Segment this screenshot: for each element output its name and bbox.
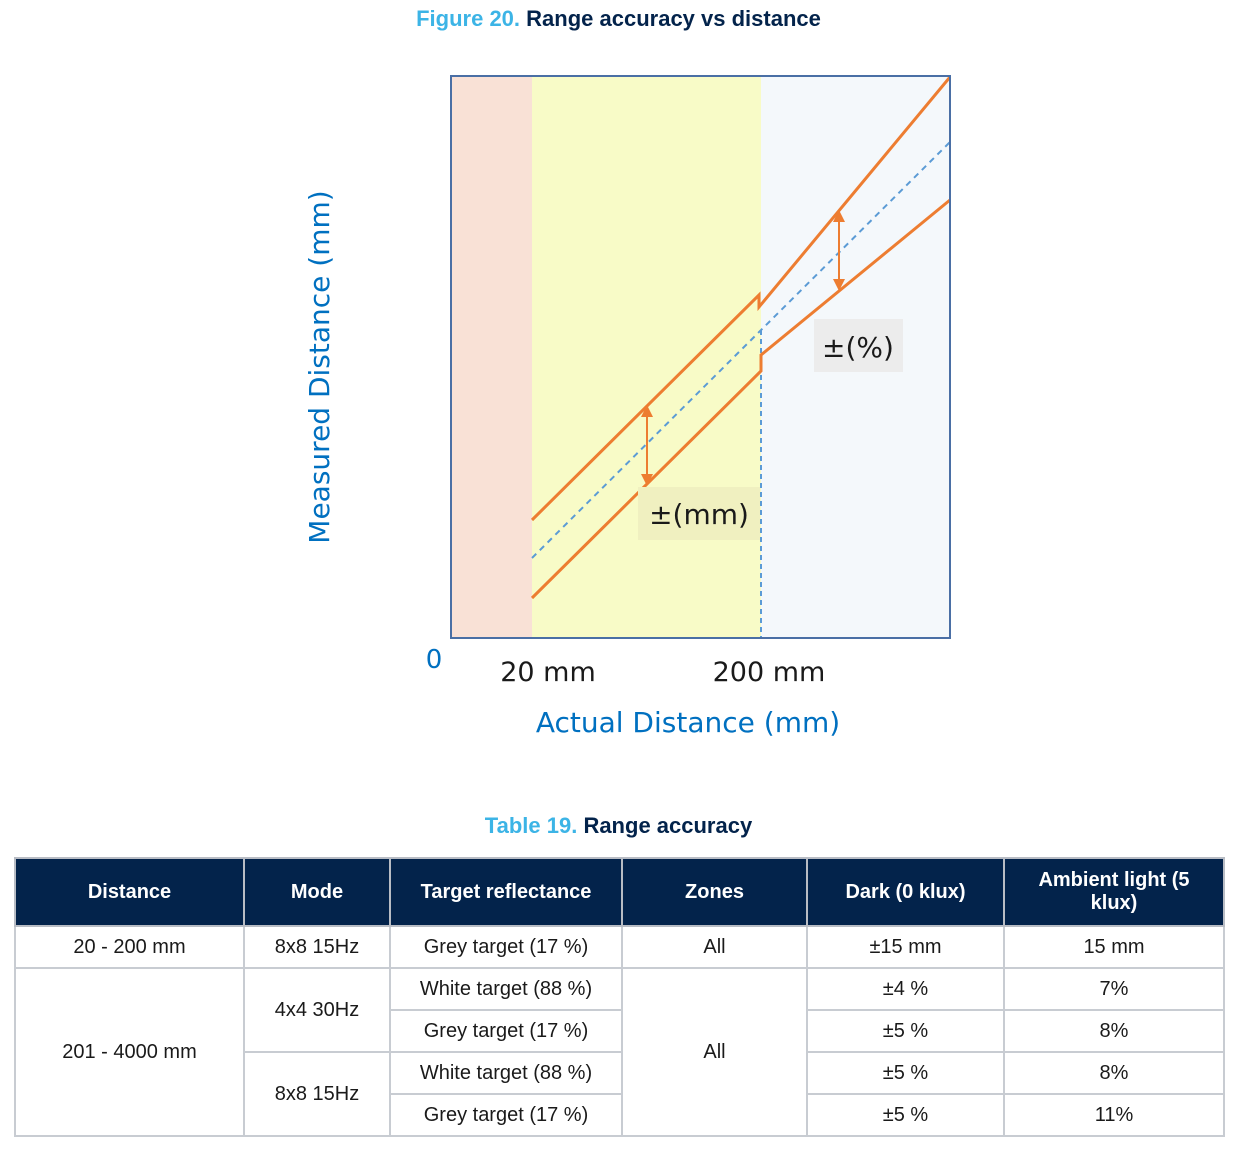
figure-title: Range accuracy vs distance [526, 6, 821, 31]
x-axis-label: Actual Distance (mm) [536, 706, 840, 739]
cell-ambient: 7% [1003, 967, 1225, 1011]
cell-ambient: 11% [1003, 1093, 1225, 1137]
cell-dark: ±5 % [806, 1009, 1005, 1053]
header-mode: Mode [243, 857, 391, 927]
range-accuracy-chart: ±(mm) ±(%) 0 20 mm 200 mm Actual Distanc… [303, 75, 952, 739]
percent-label-box [814, 319, 903, 372]
table-row: 20 - 200 mm 8x8 15Hz Grey target (17 %) … [14, 925, 1225, 969]
mm-annotation: ±(mm) [649, 498, 749, 531]
cell-target: Grey target (17 %) [389, 925, 623, 969]
cell-ambient: 8% [1003, 1051, 1225, 1095]
region-20-200mm [532, 76, 761, 638]
percent-annotation: ±(%) [822, 331, 894, 364]
table-number: Table 19. [484, 813, 578, 838]
y-axis-label: Measured Distance (mm) [303, 190, 336, 543]
header-distance: Distance [14, 857, 245, 927]
cell-ambient: 8% [1003, 1009, 1225, 1053]
table-row: 8x8 15Hz White target (88 %) ±5 % 8% [15, 1051, 1225, 1137]
mm-arrow-head-up [641, 405, 653, 417]
origin-label: 0 [426, 645, 443, 675]
table-title: Range accuracy [583, 813, 753, 838]
plot-frame [450, 75, 951, 639]
table-row: 201 - 4000 mm 4x4 30Hz White target (88 … [14, 967, 1225, 1137]
range-accuracy-table: Distance Mode Target reflectance Zones D… [14, 857, 1225, 1137]
cell-dark: ±4 % [806, 967, 1005, 1011]
table-caption: Table 19. Range accuracy [0, 813, 1237, 839]
cell-dark: ±15 mm [806, 925, 1005, 969]
x-tick-20mm: 20 mm [500, 657, 596, 688]
mm-label-box [638, 487, 760, 540]
cell-mode: 8x8 15Hz [243, 925, 391, 969]
cell-zones: All [621, 925, 808, 969]
cell-ambient: 15 mm [1003, 925, 1225, 969]
cell-mode: 8x8 15Hz [243, 1051, 391, 1137]
cell-distance: 201 - 4000 mm [14, 967, 245, 1137]
cell-target: Grey target (17 %) [389, 1093, 623, 1137]
mm-arrow-head-down [641, 474, 653, 486]
header-ambient-light: Ambient light (5 klux) [1003, 857, 1225, 927]
cell-mode: 4x4 30Hz [243, 967, 391, 1053]
header-zones: Zones [621, 857, 808, 927]
cell-target: White target (88 %) [389, 1051, 623, 1095]
percent-arrow-head-up [833, 210, 845, 222]
cell-distance: 20 - 200 mm [14, 925, 245, 969]
upper-bound-line [530, 76, 952, 522]
figure-caption: Figure 20. Range accuracy vs distance [0, 6, 1237, 32]
cell-zones: All [621, 967, 808, 1137]
figure-number: Figure 20. [416, 6, 521, 31]
table-header-row: Distance Mode Target reflectance Zones D… [14, 857, 1225, 927]
cell-dark: ±5 % [806, 1093, 1005, 1137]
cell-target: Grey target (17 %) [389, 1009, 623, 1053]
percent-arrow-head-down [833, 279, 845, 291]
table-row: Grey target (17 %) ±5 % 11% [15, 1093, 1225, 1137]
x-tick-200mm: 200 mm [713, 657, 826, 688]
table-row: Grey target (17 %) ±5 % 8% [15, 1009, 1225, 1053]
cell-dark: ±5 % [806, 1051, 1005, 1095]
header-target-reflectance: Target reflectance [389, 857, 623, 927]
header-dark: Dark (0 klux) [806, 857, 1005, 927]
region-below-20mm [451, 76, 532, 638]
cell-target: White target (88 %) [389, 967, 623, 1011]
